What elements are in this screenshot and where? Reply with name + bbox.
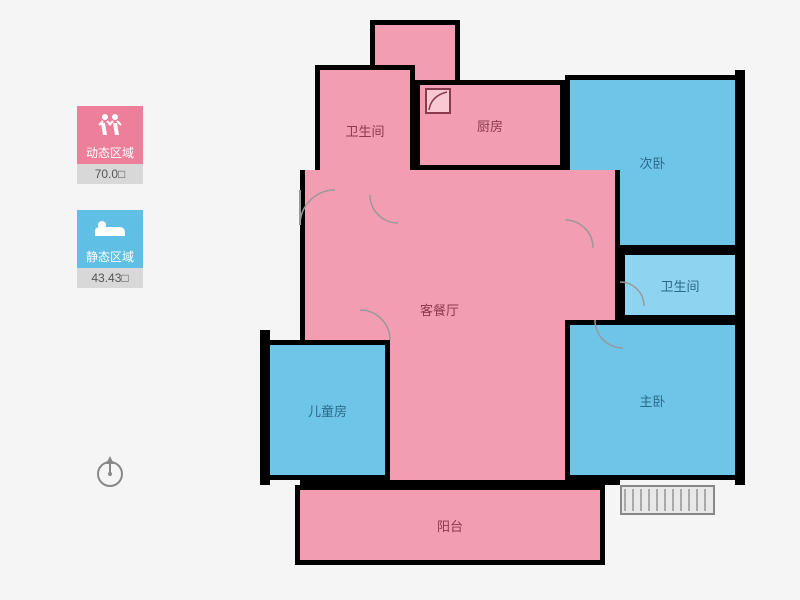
room-bathroom2-label: 卫生间 [660,276,699,295]
room-living-label-wrap: 客餐厅 [420,300,459,319]
room-living-upper [415,170,565,180]
legend-static: 静态区域 43.43□ [77,210,143,288]
wall-corner-tl [260,330,270,485]
legend-static-label: 静态区域 [77,246,143,268]
balcony-rail-bars [624,489,711,511]
room-kitchen-label: 厨房 [477,116,503,135]
legend-dynamic-value: 70.0□ [77,164,143,184]
legend: 动态区域 70.0□ 静态区域 43.43□ [77,106,143,314]
legend-dynamic-label: 动态区域 [77,142,143,164]
legend-static-value: 43.43□ [77,268,143,288]
room-master-label: 主卧 [639,391,665,410]
room-bathroom2: 卫生间 [620,250,740,320]
room-children-label: 儿童房 [308,401,347,420]
compass-icon [90,450,130,490]
room-children: 儿童房 [265,340,390,480]
floor-plan: 卫生间 厨房 次卧 客餐厅 卫生间 儿童房 主卧 阳台 [240,20,760,580]
room-bathroom1-label: 卫生间 [345,121,384,140]
room-balcony-label: 阳台 [437,516,463,535]
room-living-label: 客餐厅 [420,303,459,318]
room-secondary-label: 次卧 [639,153,665,172]
room-master: 主卧 [565,320,740,480]
bed-icon [77,210,143,246]
wall-corner-br [735,70,745,485]
legend-dynamic: 动态区域 70.0□ [77,106,143,184]
people-icon [77,106,143,142]
kitchen-detail-icon [425,88,451,114]
room-balcony: 阳台 [295,485,605,565]
